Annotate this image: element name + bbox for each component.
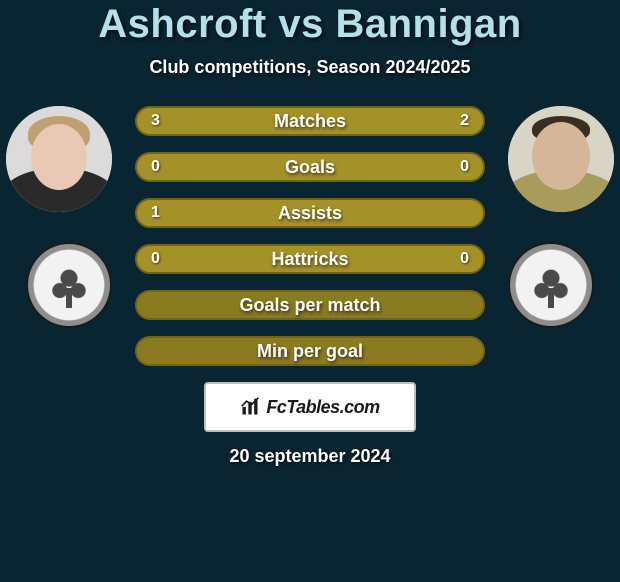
stat-value-right: 2 bbox=[460, 112, 469, 130]
thistle-icon bbox=[528, 262, 574, 308]
club-badge-left bbox=[26, 242, 112, 328]
stat-bars: 3 Matches 2 0 Goals 0 1 Assists 0 Hattricks 0 Goals… bbox=[135, 106, 485, 366]
stat-row: 1 Assists bbox=[135, 198, 485, 228]
footer-date: 20 september 2024 bbox=[0, 446, 620, 467]
stat-row: Min per goal bbox=[135, 336, 485, 366]
stat-value-right: 0 bbox=[460, 158, 469, 176]
brand-box[interactable]: FcTables.com bbox=[204, 382, 416, 432]
fctables-logo-icon bbox=[240, 397, 260, 417]
stat-row: 0 Goals 0 bbox=[135, 152, 485, 182]
page-subtitle: Club competitions, Season 2024/2025 bbox=[0, 57, 620, 78]
stat-value-left: 0 bbox=[151, 158, 160, 176]
stat-label: Goals per match bbox=[239, 295, 380, 316]
stat-label: Assists bbox=[278, 203, 342, 224]
stat-value-left: 3 bbox=[151, 112, 160, 130]
stat-value-left: 0 bbox=[151, 250, 160, 268]
stat-row: 0 Hattricks 0 bbox=[135, 244, 485, 274]
stat-value-left: 1 bbox=[151, 204, 160, 222]
stat-label: Matches bbox=[274, 111, 346, 132]
player-right-photo bbox=[508, 106, 614, 212]
stat-label: Hattricks bbox=[271, 249, 348, 270]
comparison-content: 3 Matches 2 0 Goals 0 1 Assists 0 Hattricks 0 Goals… bbox=[0, 106, 620, 467]
thistle-icon bbox=[46, 262, 92, 308]
stat-row: Goals per match bbox=[135, 290, 485, 320]
stat-label: Goals bbox=[285, 157, 335, 178]
page-title: Ashcroft vs Bannigan bbox=[0, 2, 620, 47]
club-badge-right bbox=[508, 242, 594, 328]
stat-row: 3 Matches 2 bbox=[135, 106, 485, 136]
stat-value-right: 0 bbox=[460, 250, 469, 268]
stat-label: Min per goal bbox=[257, 341, 363, 362]
player-left-photo bbox=[6, 106, 112, 212]
brand-text: FcTables.com bbox=[266, 397, 379, 418]
